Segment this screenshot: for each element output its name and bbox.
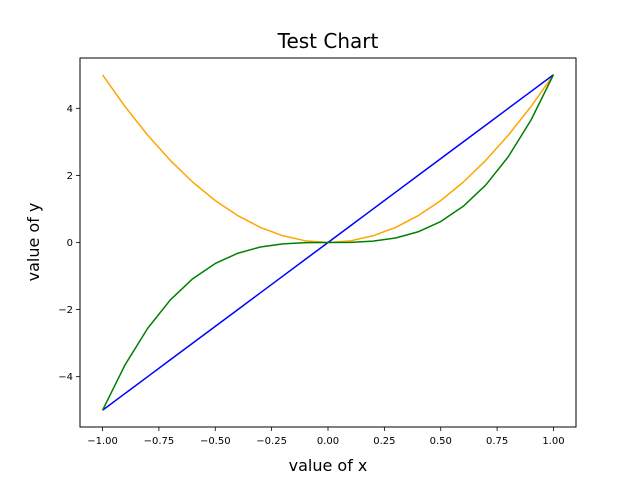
- x-axis-ticks: −1.00 −0.75 −0.50 −0.25 0.00 0.25 0.50 0.75 1.00: [87, 427, 565, 447]
- x-tick-label: 0.00: [317, 436, 339, 447]
- x-tick-label: −1.00: [87, 436, 118, 447]
- y-tick-label: 0: [67, 238, 73, 249]
- y-axis-ticks: −4 −2 0 2 4: [58, 104, 80, 383]
- x-tick-label: −0.25: [256, 436, 287, 447]
- y-tick-label: 4: [67, 104, 73, 115]
- y-tick-label: −4: [58, 372, 73, 383]
- x-axis-label: value of x: [289, 456, 368, 475]
- x-tick-label: 1.00: [542, 436, 564, 447]
- y-tick-label: −2: [58, 305, 73, 316]
- x-tick-label: 0.50: [430, 436, 452, 447]
- series-layer: [101, 74, 555, 411]
- y-tick-label: 2: [67, 171, 73, 182]
- series-line-1: [101, 74, 555, 244]
- chart-title: Test Chart: [277, 29, 379, 53]
- y-axis-label: value of y: [24, 203, 43, 282]
- x-tick-label: −0.50: [200, 436, 231, 447]
- x-tick-label: 0.75: [486, 436, 508, 447]
- x-tick-label: −0.75: [144, 436, 175, 447]
- x-tick-label: 0.25: [373, 436, 395, 447]
- series-line-3: [101, 74, 555, 411]
